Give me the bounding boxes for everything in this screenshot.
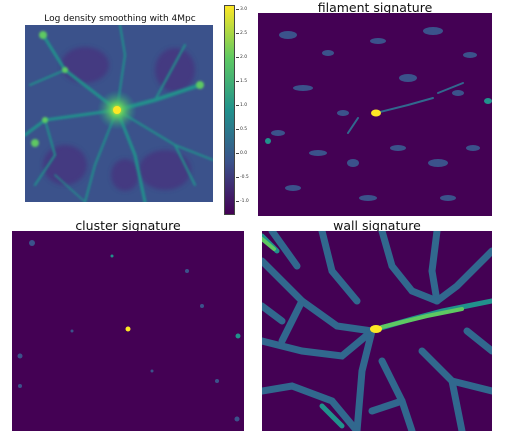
- colorbar-tick: [236, 105, 239, 106]
- colorbar-tick-label: 2.5: [240, 30, 248, 36]
- filament-title: filament signature: [317, 0, 433, 15]
- cluster-title: cluster signature: [75, 218, 181, 233]
- colorbar-tick: [236, 201, 239, 202]
- colorbar-tick: [236, 177, 239, 178]
- colorbar-tick-label: 3.0: [240, 6, 248, 12]
- colorbar-tick-label: 0.0: [240, 150, 248, 156]
- colorbar-tick: [236, 57, 239, 58]
- colorbar-tick-label: 1.0: [240, 102, 248, 108]
- colorbar-tick: [236, 129, 239, 130]
- density-map: [25, 25, 213, 202]
- colorbar-tick-label: 2.0: [240, 54, 248, 60]
- colorbar-tick-label: 1.5: [240, 78, 248, 84]
- colorbar-tick-label: -0.5: [240, 174, 249, 180]
- wall-map: [262, 231, 492, 431]
- filament-map: [258, 13, 492, 216]
- cluster-map: [12, 231, 244, 431]
- colorbar-tick: [236, 153, 239, 154]
- colorbar-tick: [236, 9, 239, 10]
- colorbar-tick: [236, 81, 239, 82]
- colorbar-tick-label: 0.5: [240, 126, 248, 132]
- colorbar-tick-label: -1.0: [240, 198, 249, 204]
- density-title: Log density smoothing with 4Mpc: [44, 14, 196, 24]
- colorbar-tick: [236, 33, 239, 34]
- colorbar: [224, 5, 235, 215]
- wall-title: wall signature: [333, 218, 421, 233]
